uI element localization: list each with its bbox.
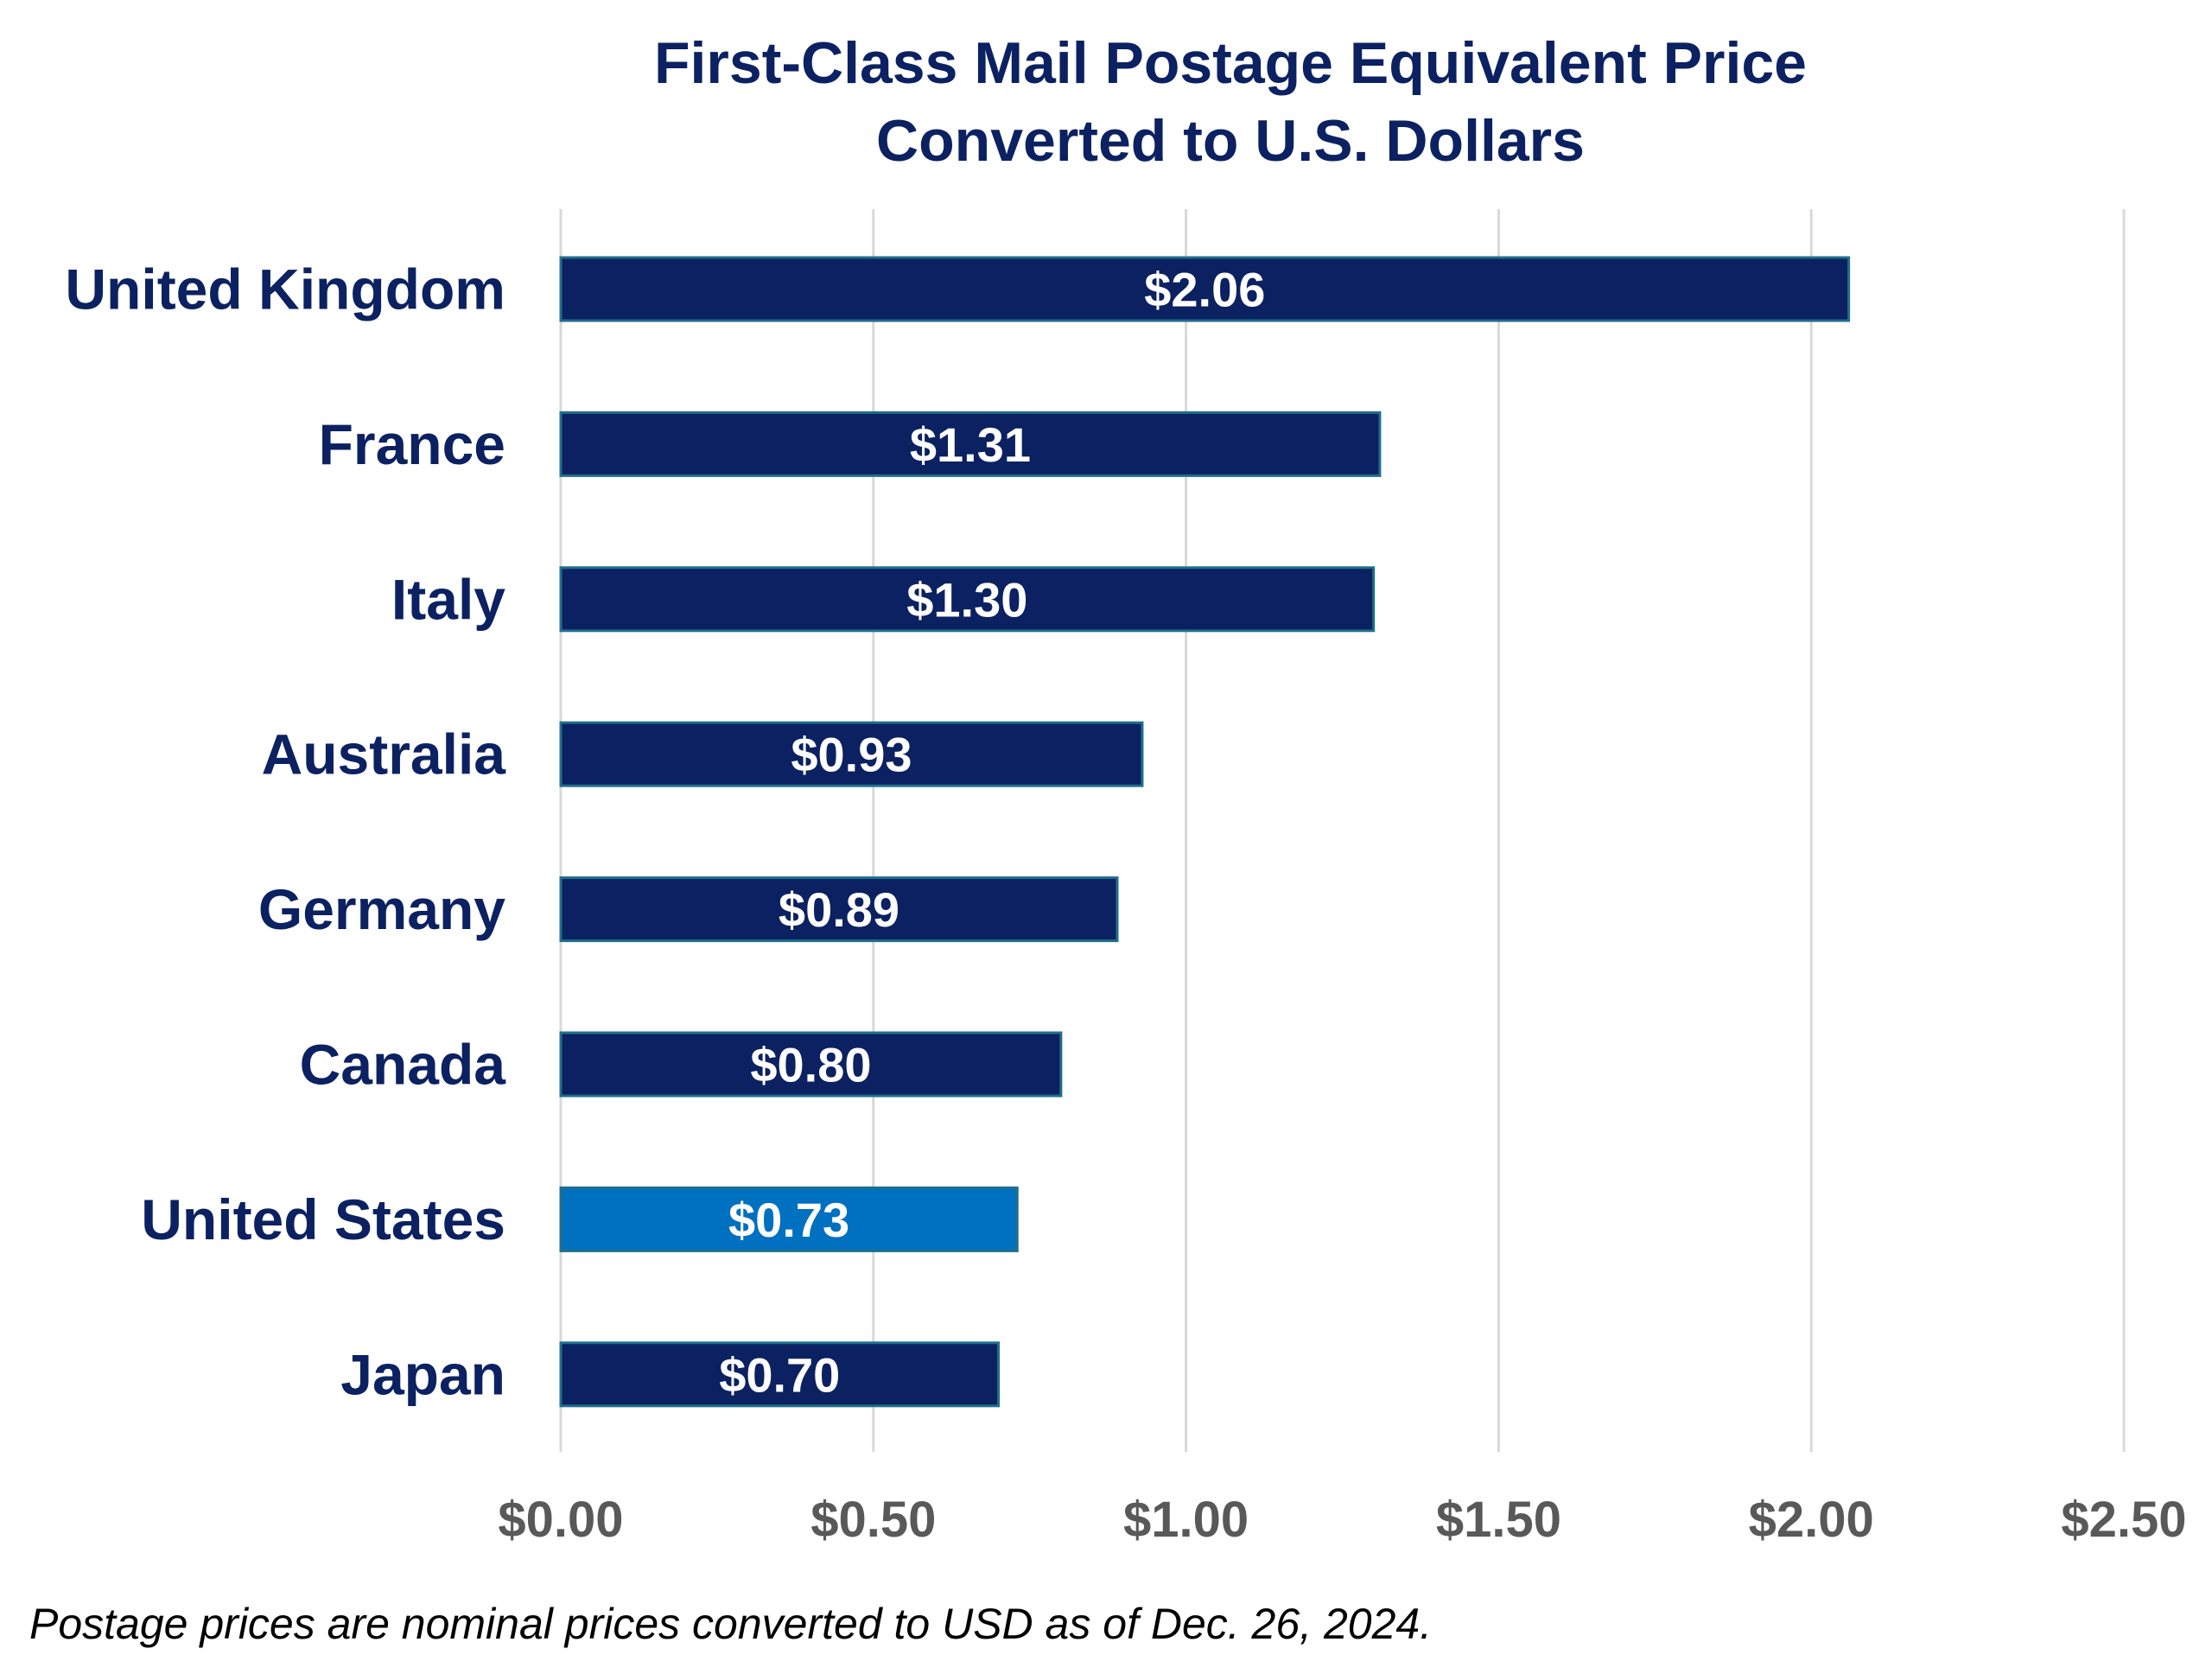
bar-united-kingdom	[559, 256, 1851, 322]
category-label-united-states: United States	[141, 1187, 505, 1251]
x-tick-label-4: $2.00	[1749, 1492, 1874, 1548]
bar-japan	[559, 1341, 1001, 1408]
chart-title-line-1: First-Class Mail Postage Equivalent Pric…	[653, 30, 1807, 96]
bar-italy	[559, 566, 1376, 633]
data-label-canada: $0.80	[750, 1038, 871, 1092]
data-label-australia: $0.93	[791, 728, 912, 782]
bar-united-states	[559, 1186, 1019, 1252]
x-tick-label-0: $0.00	[498, 1492, 623, 1548]
data-label-united-states: $0.73	[728, 1193, 849, 1247]
category-label-united-kingdom: United Kingdom	[65, 258, 505, 321]
category-label-canada: Canada	[300, 1033, 507, 1097]
category-label-australia: Australia	[262, 722, 507, 786]
data-label-france: $1.31	[910, 417, 1031, 472]
data-label-italy: $1.30	[906, 572, 1027, 627]
x-tick-label-1: $0.50	[810, 1492, 936, 1548]
x-tick-label-3: $1.50	[1436, 1492, 1561, 1548]
category-label-france: France	[319, 412, 505, 476]
x-tick-label-2: $1.00	[1123, 1492, 1249, 1548]
chart-title: First-Class Mail Postage Equivalent Pric…	[0, 24, 2212, 180]
gridlines	[559, 209, 2126, 1452]
bars: $2.06 $1.31 $1.30 $0.93 $0.89 $0.80 $0.73 $0.70	[559, 256, 1851, 1408]
data-label-germany: $0.89	[779, 882, 899, 937]
data-label-united-kingdom: $2.06	[1144, 263, 1265, 317]
bar-france	[559, 411, 1382, 477]
data-label-japan: $0.70	[719, 1347, 840, 1402]
chart-title-line-2: Converted to U.S. Dollars	[876, 108, 1585, 174]
category-labels: United Kingdom France Italy Australia German…	[65, 258, 506, 1407]
category-label-japan: Japan	[340, 1342, 505, 1406]
bar-germany	[559, 876, 1119, 943]
footnote: Postage prices are nominal prices conver…	[29, 1600, 1433, 1648]
category-label-italy: Italy	[391, 567, 505, 631]
category-label-germany: Germany	[258, 877, 505, 941]
x-tick-label-5: $2.50	[2061, 1492, 2186, 1548]
bar-australia	[559, 721, 1144, 787]
bar-canada	[559, 1031, 1063, 1098]
x-axis-tick-labels: $0.00 $0.50 $1.00 $1.50 $2.00 $2.50	[498, 1492, 2186, 1548]
